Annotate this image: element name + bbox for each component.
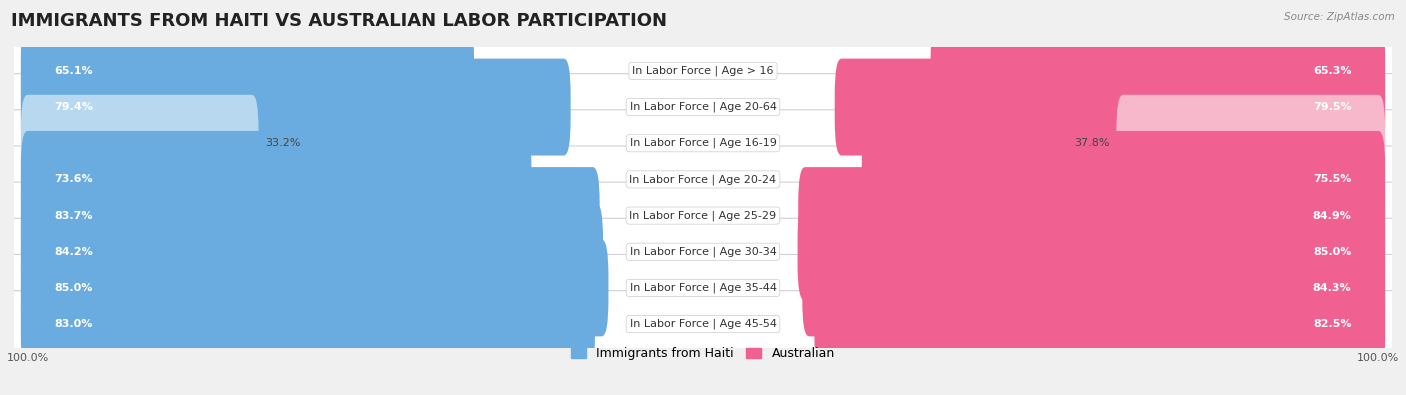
Text: 84.9%: 84.9% (1313, 211, 1351, 220)
Text: 33.2%: 33.2% (266, 138, 301, 148)
Text: 75.5%: 75.5% (1313, 175, 1351, 184)
FancyBboxPatch shape (21, 239, 609, 337)
Text: 84.3%: 84.3% (1313, 283, 1351, 293)
FancyBboxPatch shape (11, 73, 1395, 141)
FancyBboxPatch shape (814, 276, 1385, 372)
Text: In Labor Force | Age 16-19: In Labor Force | Age 16-19 (630, 138, 776, 149)
FancyBboxPatch shape (931, 23, 1385, 119)
FancyBboxPatch shape (11, 218, 1395, 285)
FancyBboxPatch shape (21, 167, 599, 264)
Text: 73.6%: 73.6% (55, 175, 93, 184)
Text: 85.0%: 85.0% (1313, 247, 1351, 257)
FancyBboxPatch shape (862, 131, 1385, 228)
FancyBboxPatch shape (835, 58, 1385, 156)
Text: In Labor Force | Age 30-34: In Labor Force | Age 30-34 (630, 246, 776, 257)
FancyBboxPatch shape (11, 146, 1395, 213)
Text: IMMIGRANTS FROM HAITI VS AUSTRALIAN LABOR PARTICIPATION: IMMIGRANTS FROM HAITI VS AUSTRALIAN LABO… (11, 12, 668, 30)
Text: 83.7%: 83.7% (55, 211, 93, 220)
Text: In Labor Force | Age 20-64: In Labor Force | Age 20-64 (630, 102, 776, 112)
Text: 85.0%: 85.0% (55, 283, 93, 293)
Text: In Labor Force | Age 20-24: In Labor Force | Age 20-24 (630, 174, 776, 185)
FancyBboxPatch shape (799, 167, 1385, 264)
FancyBboxPatch shape (21, 131, 531, 228)
FancyBboxPatch shape (21, 23, 474, 119)
FancyBboxPatch shape (21, 276, 595, 372)
FancyBboxPatch shape (803, 239, 1385, 337)
Text: 65.3%: 65.3% (1313, 66, 1351, 76)
Text: 84.2%: 84.2% (55, 247, 93, 257)
Text: Source: ZipAtlas.com: Source: ZipAtlas.com (1284, 12, 1395, 22)
FancyBboxPatch shape (11, 38, 1395, 104)
FancyBboxPatch shape (11, 291, 1395, 357)
FancyBboxPatch shape (21, 95, 259, 192)
Text: 83.0%: 83.0% (55, 319, 93, 329)
FancyBboxPatch shape (11, 182, 1395, 249)
FancyBboxPatch shape (21, 58, 571, 156)
Text: 65.1%: 65.1% (55, 66, 93, 76)
FancyBboxPatch shape (21, 203, 603, 300)
Text: 79.4%: 79.4% (55, 102, 93, 112)
FancyBboxPatch shape (797, 203, 1385, 300)
Text: In Labor Force | Age > 16: In Labor Force | Age > 16 (633, 66, 773, 76)
Text: In Labor Force | Age 45-54: In Labor Force | Age 45-54 (630, 319, 776, 329)
Text: In Labor Force | Age 35-44: In Labor Force | Age 35-44 (630, 283, 776, 293)
Text: In Labor Force | Age 25-29: In Labor Force | Age 25-29 (630, 210, 776, 221)
Text: 79.5%: 79.5% (1313, 102, 1351, 112)
Text: 82.5%: 82.5% (1313, 319, 1351, 329)
FancyBboxPatch shape (11, 110, 1395, 177)
FancyBboxPatch shape (11, 254, 1395, 322)
Text: 37.8%: 37.8% (1074, 138, 1109, 148)
FancyBboxPatch shape (1116, 95, 1385, 192)
Legend: Immigrants from Haiti, Australian: Immigrants from Haiti, Australian (567, 342, 839, 365)
